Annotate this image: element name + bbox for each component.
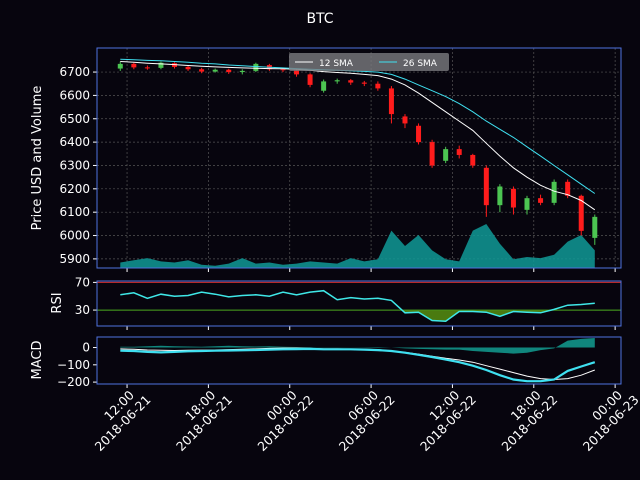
candle-body bbox=[144, 67, 150, 69]
candle-body bbox=[524, 198, 530, 210]
y-tick-label: 6400 bbox=[59, 135, 90, 149]
macd-histogram bbox=[120, 338, 595, 354]
candle-body bbox=[402, 116, 408, 124]
candle-body bbox=[307, 74, 313, 85]
y-axis-label: RSI bbox=[50, 292, 65, 313]
candle-body bbox=[280, 69, 286, 71]
y-tick-label: 30 bbox=[75, 303, 90, 317]
y-tick-label: 6600 bbox=[59, 88, 90, 102]
candle-body bbox=[578, 195, 584, 231]
chart-title: BTC bbox=[306, 11, 333, 27]
candle-body bbox=[321, 81, 327, 91]
candle-body bbox=[117, 63, 123, 69]
y-tick-label: 6200 bbox=[59, 182, 90, 196]
candle-body bbox=[185, 66, 191, 70]
rsi-line bbox=[120, 289, 595, 322]
legend-label: 26 SMA bbox=[403, 59, 438, 69]
candle-body bbox=[416, 125, 422, 143]
y-axis-label: MACD bbox=[30, 341, 45, 380]
sma-line bbox=[120, 61, 596, 211]
candle-body bbox=[212, 69, 218, 72]
y-tick-label: 6100 bbox=[59, 205, 90, 219]
axes-frame bbox=[96, 47, 622, 269]
y-tick-label: 6300 bbox=[59, 158, 90, 172]
candle-body bbox=[483, 167, 489, 206]
candle-body bbox=[538, 198, 544, 203]
candle-body bbox=[334, 80, 340, 82]
candle-body bbox=[388, 88, 394, 115]
y-tick-label: 6500 bbox=[59, 112, 90, 126]
y-tick-label: −200 bbox=[57, 375, 90, 389]
y-tick-label: 70 bbox=[75, 275, 90, 289]
y-tick-label: 6000 bbox=[59, 229, 90, 243]
legend-label: 12 SMA bbox=[319, 59, 354, 69]
legend-box bbox=[289, 53, 449, 71]
y-tick-label: 0 bbox=[82, 341, 90, 355]
candle-body bbox=[429, 142, 435, 166]
candle-body bbox=[443, 149, 449, 161]
candle-body bbox=[294, 70, 300, 75]
candle-body bbox=[158, 62, 164, 68]
volume-area bbox=[120, 224, 595, 268]
candle-body bbox=[470, 154, 476, 166]
candle-body bbox=[226, 69, 232, 73]
candle-body bbox=[551, 181, 557, 203]
candle-body bbox=[565, 181, 571, 196]
candle-body bbox=[497, 186, 503, 206]
y-axis-label: Price USD and Volume bbox=[30, 86, 45, 231]
signal-line bbox=[120, 347, 596, 383]
y-tick-label: 6700 bbox=[59, 65, 90, 79]
sma-line bbox=[120, 58, 596, 194]
candle-body bbox=[199, 69, 205, 72]
axes-frame bbox=[96, 336, 622, 385]
y-tick-label: 5900 bbox=[59, 252, 90, 266]
candle-body bbox=[456, 149, 462, 155]
candle-body bbox=[510, 188, 516, 208]
candle-body bbox=[131, 63, 137, 68]
candle-body bbox=[375, 83, 381, 89]
candle-body bbox=[361, 82, 367, 84]
y-tick-label: −100 bbox=[57, 358, 90, 372]
candle-body bbox=[239, 70, 245, 73]
axes-frame bbox=[96, 280, 622, 327]
candle-body bbox=[253, 63, 259, 71]
candle-body bbox=[592, 216, 598, 238]
candle-body bbox=[348, 80, 354, 83]
